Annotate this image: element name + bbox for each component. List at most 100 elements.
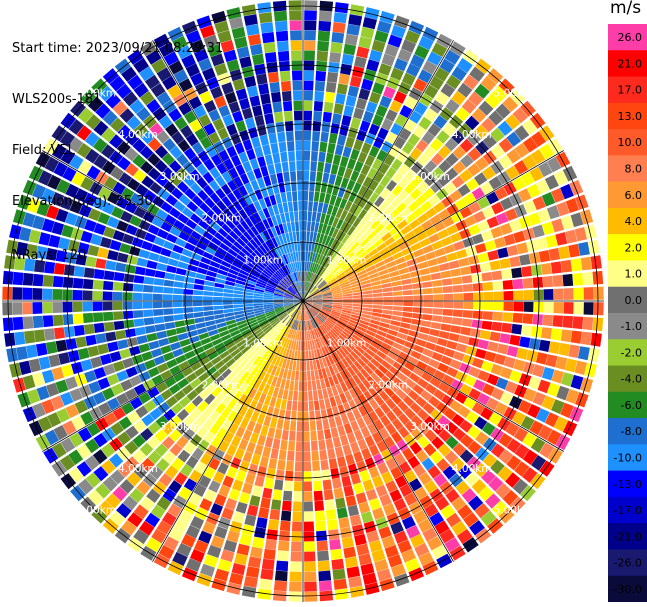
velocity-bin — [257, 588, 272, 600]
velocity-bin — [278, 256, 285, 267]
velocity-bin — [474, 503, 490, 519]
velocity-ray — [211, 301, 303, 592]
velocity-bin — [336, 218, 344, 230]
velocity-ray — [303, 0, 318, 301]
velocity-bin — [106, 216, 120, 229]
velocity-bin — [486, 216, 500, 229]
velocity-bin — [141, 351, 153, 362]
velocity-bin — [388, 145, 401, 158]
velocity-bin — [263, 548, 276, 560]
velocity-ray — [241, 301, 303, 598]
velocity-bin — [221, 223, 232, 234]
velocity-bin — [292, 272, 297, 283]
velocity-bin — [289, 161, 296, 172]
velocity-bin — [77, 242, 90, 255]
velocity-bin — [312, 121, 322, 132]
velocity-bin — [336, 321, 347, 328]
colorbar-swatch — [608, 444, 647, 472]
velocity-bin — [293, 390, 298, 401]
velocity-bin — [369, 276, 381, 283]
velocity-bin — [200, 337, 212, 346]
velocity-bin — [473, 292, 484, 301]
velocity-bin — [77, 427, 92, 442]
velocity-bin — [384, 236, 395, 246]
velocity-bin — [172, 348, 184, 358]
velocity-bin — [295, 221, 299, 232]
velocity-bin — [371, 158, 383, 171]
velocity-bin — [253, 298, 263, 301]
velocity-bin — [230, 348, 241, 358]
velocity-bin — [72, 277, 84, 289]
azimuth-spoke — [302, 300, 564, 452]
velocity-bin — [287, 287, 296, 295]
velocity-bin — [590, 255, 602, 270]
velocity-bin — [303, 298, 313, 301]
velocity-bin — [467, 440, 482, 455]
velocity-bin — [305, 281, 308, 292]
velocity-bin — [350, 282, 361, 288]
velocity-bin — [322, 293, 333, 297]
velocity-bin — [293, 300, 303, 301]
velocity-bin — [221, 507, 234, 520]
velocity-bin — [468, 91, 484, 107]
velocity-bin — [328, 215, 335, 226]
velocity-bin — [330, 164, 339, 175]
velocity-bin — [274, 366, 281, 377]
velocity-bin — [75, 336, 87, 348]
velocity-bin — [311, 273, 317, 284]
velocity-bin — [214, 313, 225, 320]
velocity-bin — [309, 330, 314, 340]
velocity-bin — [437, 415, 451, 428]
velocity-bin — [412, 366, 425, 377]
velocity-bin — [240, 220, 250, 231]
velocity-bin — [181, 207, 194, 218]
velocity-bin — [490, 144, 505, 159]
velocity-bin — [235, 316, 246, 323]
velocity-bin — [103, 280, 114, 291]
velocity-bin — [267, 363, 275, 374]
velocity-bin — [318, 347, 325, 358]
velocity-bin — [263, 294, 274, 298]
velocity-bin — [528, 376, 541, 390]
velocity-bin — [209, 410, 220, 423]
velocity-bin — [346, 411, 356, 423]
velocity-bin — [298, 281, 301, 292]
velocity-bin — [293, 298, 303, 301]
velocity-bin — [243, 385, 253, 397]
velocity-bin — [391, 431, 403, 444]
range-label: 5.00km — [494, 505, 534, 517]
velocity-bin — [280, 280, 289, 288]
velocity-bin — [296, 160, 303, 171]
velocity-bin — [363, 200, 374, 212]
velocity-bin — [303, 401, 309, 412]
velocity-bin — [347, 339, 358, 348]
velocity-bin — [544, 412, 559, 428]
velocity-bin — [32, 215, 45, 230]
velocity-bin — [226, 145, 238, 158]
velocity-bin — [102, 201, 115, 215]
velocity-bin — [341, 536, 354, 549]
velocity-bin — [347, 225, 356, 236]
field-name: Field: VEL — [12, 143, 75, 158]
velocity-bin — [58, 237, 71, 250]
velocity-bin — [286, 141, 295, 152]
velocity-bin — [493, 301, 504, 311]
velocity-bin — [469, 66, 485, 82]
velocity-bin — [253, 390, 262, 402]
velocity-bin — [359, 319, 370, 326]
velocity-bin — [427, 51, 443, 66]
velocity-bin — [281, 161, 289, 173]
velocity-bin — [164, 214, 177, 226]
velocity-bin — [481, 469, 496, 485]
velocity-bin — [474, 172, 488, 186]
velocity-bin — [199, 388, 211, 400]
velocity-bin — [339, 124, 349, 137]
velocity-bin — [382, 305, 393, 310]
velocity-bin — [230, 435, 242, 448]
velocity-bin — [303, 481, 313, 492]
velocity-ray — [303, 301, 453, 569]
velocity-bin — [500, 367, 513, 380]
velocity-bin — [203, 466, 216, 480]
velocity-bin — [339, 370, 348, 381]
velocity-bin — [121, 187, 135, 200]
